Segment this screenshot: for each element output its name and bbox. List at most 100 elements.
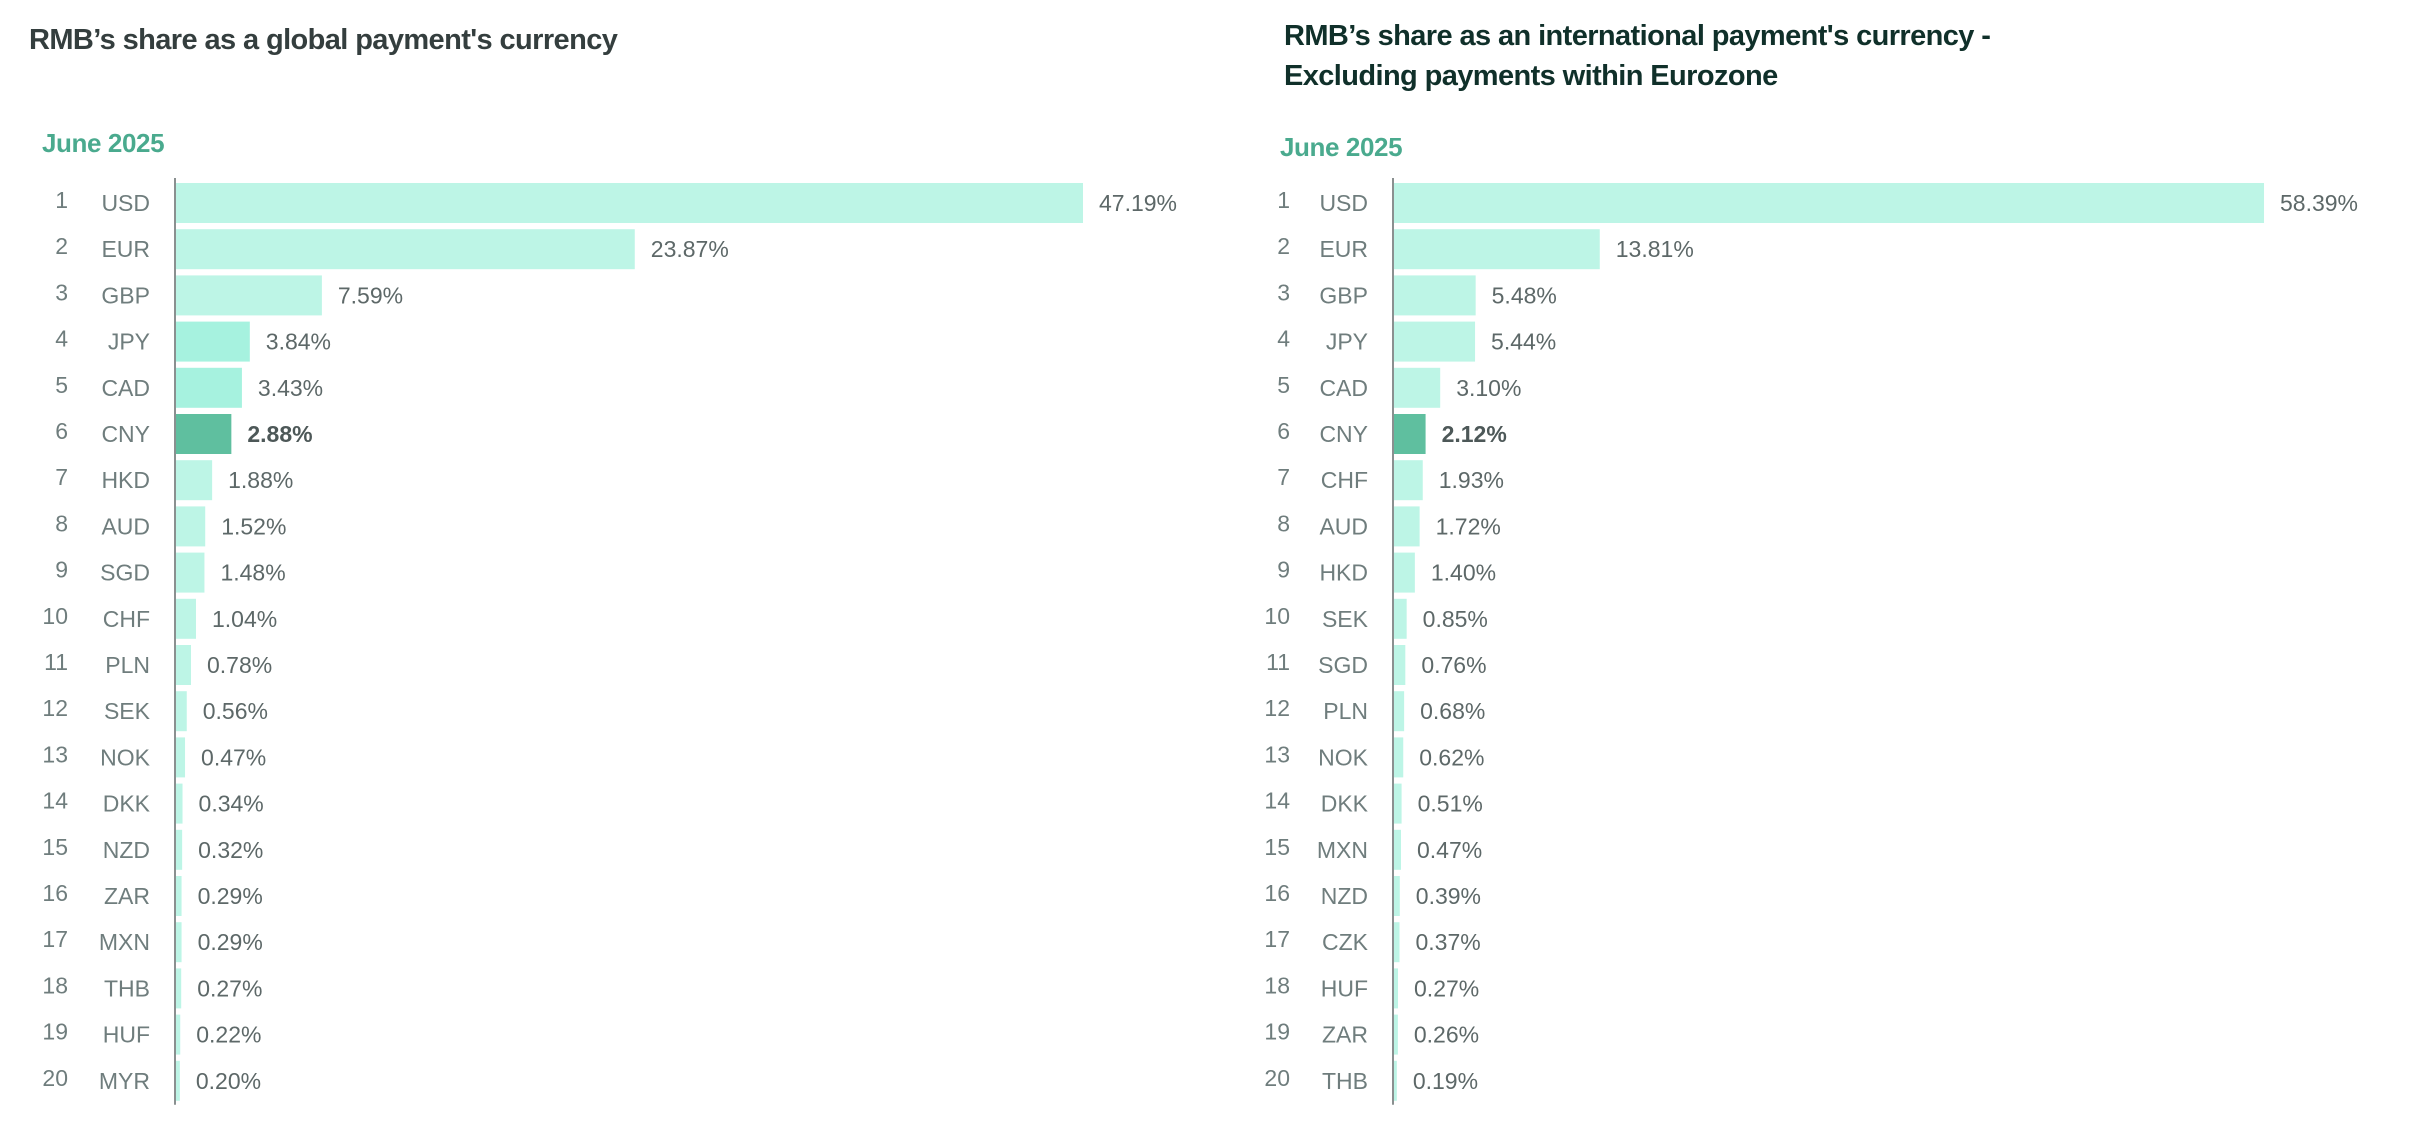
category-label: MXN: [1317, 837, 1368, 863]
category-label: NOK: [1318, 744, 1369, 770]
data-label: 0.27%: [1414, 975, 1479, 1001]
category-label: THB: [104, 975, 150, 1001]
data-label: 5.44%: [1491, 329, 1556, 355]
rank-label: 6: [55, 418, 68, 444]
data-label: 1.93%: [1439, 467, 1504, 493]
data-label: 0.32%: [198, 837, 263, 863]
rank-label: 16: [1264, 880, 1290, 906]
category-label: THB: [1322, 1068, 1368, 1094]
rank-label: 13: [42, 741, 68, 767]
data-label: 1.48%: [220, 560, 285, 586]
category-label: HKD: [1319, 560, 1368, 586]
bar: [176, 321, 250, 362]
data-label: 0.78%: [207, 652, 272, 678]
bar: [1394, 229, 1600, 270]
bar: [1394, 737, 1404, 778]
data-label: 0.68%: [1420, 698, 1485, 724]
bar: [1394, 783, 1402, 824]
rank-label: 11: [1266, 649, 1290, 675]
data-label: 0.85%: [1423, 606, 1488, 632]
data-label: 3.84%: [266, 329, 331, 355]
data-label: 1.40%: [1431, 560, 1496, 586]
category-label: CNY: [1319, 421, 1368, 447]
data-label: 0.22%: [196, 1022, 261, 1048]
rank-label: 14: [1264, 788, 1290, 814]
data-label: 13.81%: [1616, 236, 1694, 262]
category-label: GBP: [1319, 282, 1368, 308]
data-label: 5.48%: [1492, 282, 1557, 308]
data-label: 3.43%: [258, 375, 323, 401]
bar: [1394, 691, 1405, 732]
data-label: 7.59%: [338, 282, 403, 308]
data-label: 0.19%: [1413, 1068, 1478, 1094]
title-line-1: RMB’s share as an international payment'…: [1284, 20, 1991, 52]
bar: [1394, 460, 1423, 501]
chart-subtitle-international: June 2025: [1280, 132, 1403, 162]
category-label: CNY: [101, 421, 150, 447]
bar: [1394, 645, 1406, 685]
rank-label: 10: [1264, 603, 1290, 629]
bar: [176, 1060, 180, 1101]
data-label: 2.12%: [1442, 421, 1507, 447]
category-label: DKK: [103, 791, 151, 817]
bar: [176, 229, 635, 270]
data-label: 0.51%: [1418, 791, 1483, 817]
category-label: EUR: [1319, 236, 1368, 262]
rank-label: 14: [42, 788, 68, 814]
rank-label: 12: [42, 695, 68, 721]
category-label: DKK: [1321, 791, 1369, 817]
bar: [1394, 1060, 1397, 1101]
data-label: 0.39%: [1416, 883, 1481, 909]
rank-label: 2: [55, 233, 68, 259]
rank-label: 15: [42, 834, 68, 860]
rank-label: 18: [42, 972, 68, 998]
rank-label: 13: [1264, 741, 1290, 767]
bar: [176, 876, 182, 916]
data-label: 47.19%: [1099, 190, 1177, 216]
rank-label: 9: [1277, 557, 1290, 583]
data-label: 2.88%: [247, 421, 312, 447]
category-label: SEK: [104, 698, 151, 724]
bar: [176, 691, 187, 732]
bar: [1394, 275, 1476, 316]
data-label: 0.56%: [203, 698, 268, 724]
chart-subtitle-global: June 2025: [42, 128, 165, 158]
data-label: 1.52%: [221, 513, 286, 539]
bar: [176, 922, 182, 963]
chart-title-international: RMB’s share as an international payment'…: [1284, 16, 1991, 96]
bar: [176, 829, 183, 870]
data-label: 0.47%: [201, 744, 266, 770]
data-label: 0.26%: [1414, 1022, 1479, 1048]
category-label: ZAR: [104, 883, 150, 909]
chart-title-global: RMB’s share as a global payment's curren…: [29, 24, 618, 56]
data-label: 0.37%: [1416, 929, 1481, 955]
data-label: 3.10%: [1456, 375, 1521, 401]
category-label: NZD: [1321, 883, 1368, 909]
rank-label: 2: [1277, 233, 1290, 259]
data-label: 0.76%: [1421, 652, 1486, 678]
category-label: GBP: [101, 282, 150, 308]
bar: [176, 968, 182, 1009]
data-label: 0.47%: [1417, 837, 1482, 863]
rank-label: 12: [1264, 695, 1290, 721]
data-label: 1.04%: [212, 606, 277, 632]
category-label: MXN: [99, 929, 150, 955]
data-label: 1.88%: [228, 467, 293, 493]
bar: [1394, 598, 1407, 639]
rank-label: 5: [55, 372, 68, 398]
bar-highlight: [176, 414, 232, 454]
category-label: SGD: [100, 560, 150, 586]
bar: [1394, 183, 2265, 223]
rank-label: 1: [1277, 187, 1290, 213]
rank-label: 8: [55, 510, 68, 536]
bar: [176, 275, 322, 316]
rank-label: 6: [1277, 418, 1290, 444]
title-line-2: Excluding payments within Eurozone: [1284, 60, 1778, 92]
category-label: AUD: [101, 513, 150, 539]
data-label: 0.29%: [198, 883, 263, 909]
bar: [176, 367, 242, 408]
category-label: ZAR: [1322, 1022, 1368, 1048]
data-label: 0.20%: [196, 1068, 261, 1094]
bar: [176, 552, 205, 593]
bar: [1394, 367, 1441, 408]
